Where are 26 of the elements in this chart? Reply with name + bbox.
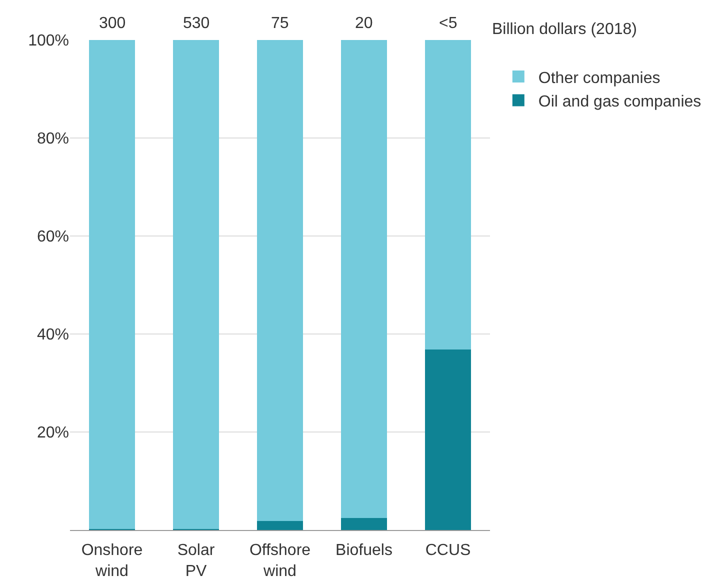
x-tick-label: Biofuels (336, 542, 392, 560)
bar (340, 40, 388, 518)
x-tick-label: Solar PV (177, 542, 216, 580)
bar (424, 350, 472, 530)
annotation: 20 (355, 15, 373, 32)
x-tick-label: CCUS (425, 542, 471, 560)
x-tick-label: Onshore wind (81, 542, 143, 580)
y-tick-label: 60% (36, 228, 69, 246)
annotation: 75 (271, 15, 289, 32)
legend-label: Other companies (538, 70, 660, 87)
bar (256, 521, 304, 530)
bar (88, 40, 136, 530)
y-tick-label: 100% (28, 32, 69, 50)
y-tick-label: 20% (36, 424, 69, 442)
bar (256, 40, 304, 522)
x-tick-label: Offshore wind (249, 542, 311, 580)
annotation: 300 (99, 15, 126, 32)
annotation: 530 (183, 15, 210, 32)
bar (340, 518, 388, 530)
annotation: <5 (439, 15, 458, 32)
y-tick-label: 40% (36, 326, 69, 344)
text: Billion dollars (2018) (492, 21, 637, 38)
bar (172, 40, 220, 530)
bar (424, 40, 472, 350)
y-tick-label: 80% (36, 130, 69, 148)
legend-label: Oil and gas companies (538, 94, 702, 111)
